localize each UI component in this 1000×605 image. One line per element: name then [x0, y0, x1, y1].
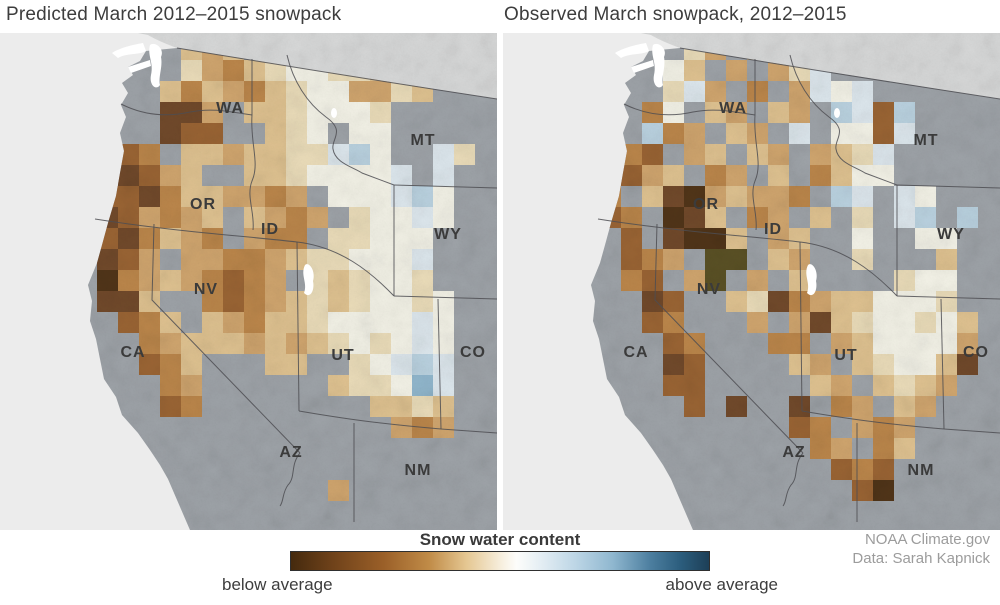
terrain-grain — [88, 33, 497, 530]
state-label-or: OR — [693, 196, 719, 213]
panel-divider — [497, 33, 503, 530]
observed-map-title: Observed March snowpack, 2012–2015 — [504, 4, 847, 25]
state-label-nm: NM — [908, 462, 935, 479]
state-label-ut: UT — [331, 347, 354, 364]
credit-source: NOAA Climate.gov — [864, 531, 990, 548]
state-label-nm: NM — [405, 462, 432, 479]
map-panel-observed: WA MT OR ID WY NV CA UT CO AZ NM — [503, 33, 1000, 530]
state-label-id: ID — [764, 221, 782, 238]
state-label-co: CO — [460, 344, 486, 361]
credit-data-author: Data: Sarah Kapnick — [852, 550, 990, 567]
state-label-nv: NV — [194, 281, 218, 298]
state-label-mt: MT — [410, 132, 435, 149]
state-label-az: AZ — [782, 444, 805, 461]
legend-labels: below average above average — [222, 575, 778, 595]
state-label-wa: WA — [216, 100, 244, 117]
state-label-wy: WY — [434, 226, 462, 243]
legend-above-average-label: above average — [665, 575, 778, 594]
state-label-mt: MT — [913, 132, 938, 149]
state-label-co: CO — [963, 344, 989, 361]
predicted-map-title: Predicted March 2012–2015 snowpack — [6, 4, 342, 25]
credit-text: NOAA Climate.gov Data: Sarah Kapnick — [852, 530, 990, 568]
title-bar: Predicted March 2012–2015 snowpack Obser… — [0, 0, 1000, 33]
state-labels-predicted: WA MT OR ID WY NV CA UT CO AZ NM — [120, 100, 486, 479]
terrain-grain — [591, 33, 1000, 530]
state-label-ut: UT — [834, 347, 857, 364]
state-label-ca: CA — [623, 344, 648, 361]
map-panel-predicted: WA MT OR ID WY NV CA UT CO AZ NM — [0, 33, 498, 530]
legend-gradient-bar — [290, 551, 710, 571]
legend-below-average-label: below average — [222, 575, 333, 594]
snowpack-maps: WA MT OR ID WY NV CA UT CO AZ NM WA MT OR ID WY NV CA UT C… — [0, 33, 1000, 530]
state-label-nv: NV — [697, 281, 721, 298]
state-labels-observed: WA MT OR ID WY NV CA UT CO AZ NM — [623, 100, 989, 479]
state-label-wy: WY — [937, 226, 965, 243]
legend-title: Snow water content — [419, 530, 581, 549]
state-label-wa: WA — [719, 100, 747, 117]
state-label-ca: CA — [120, 344, 145, 361]
legend-area: Snow water content below average above a… — [0, 530, 1000, 605]
state-label-az: AZ — [279, 444, 302, 461]
state-label-id: ID — [261, 221, 279, 238]
state-label-or: OR — [190, 196, 216, 213]
